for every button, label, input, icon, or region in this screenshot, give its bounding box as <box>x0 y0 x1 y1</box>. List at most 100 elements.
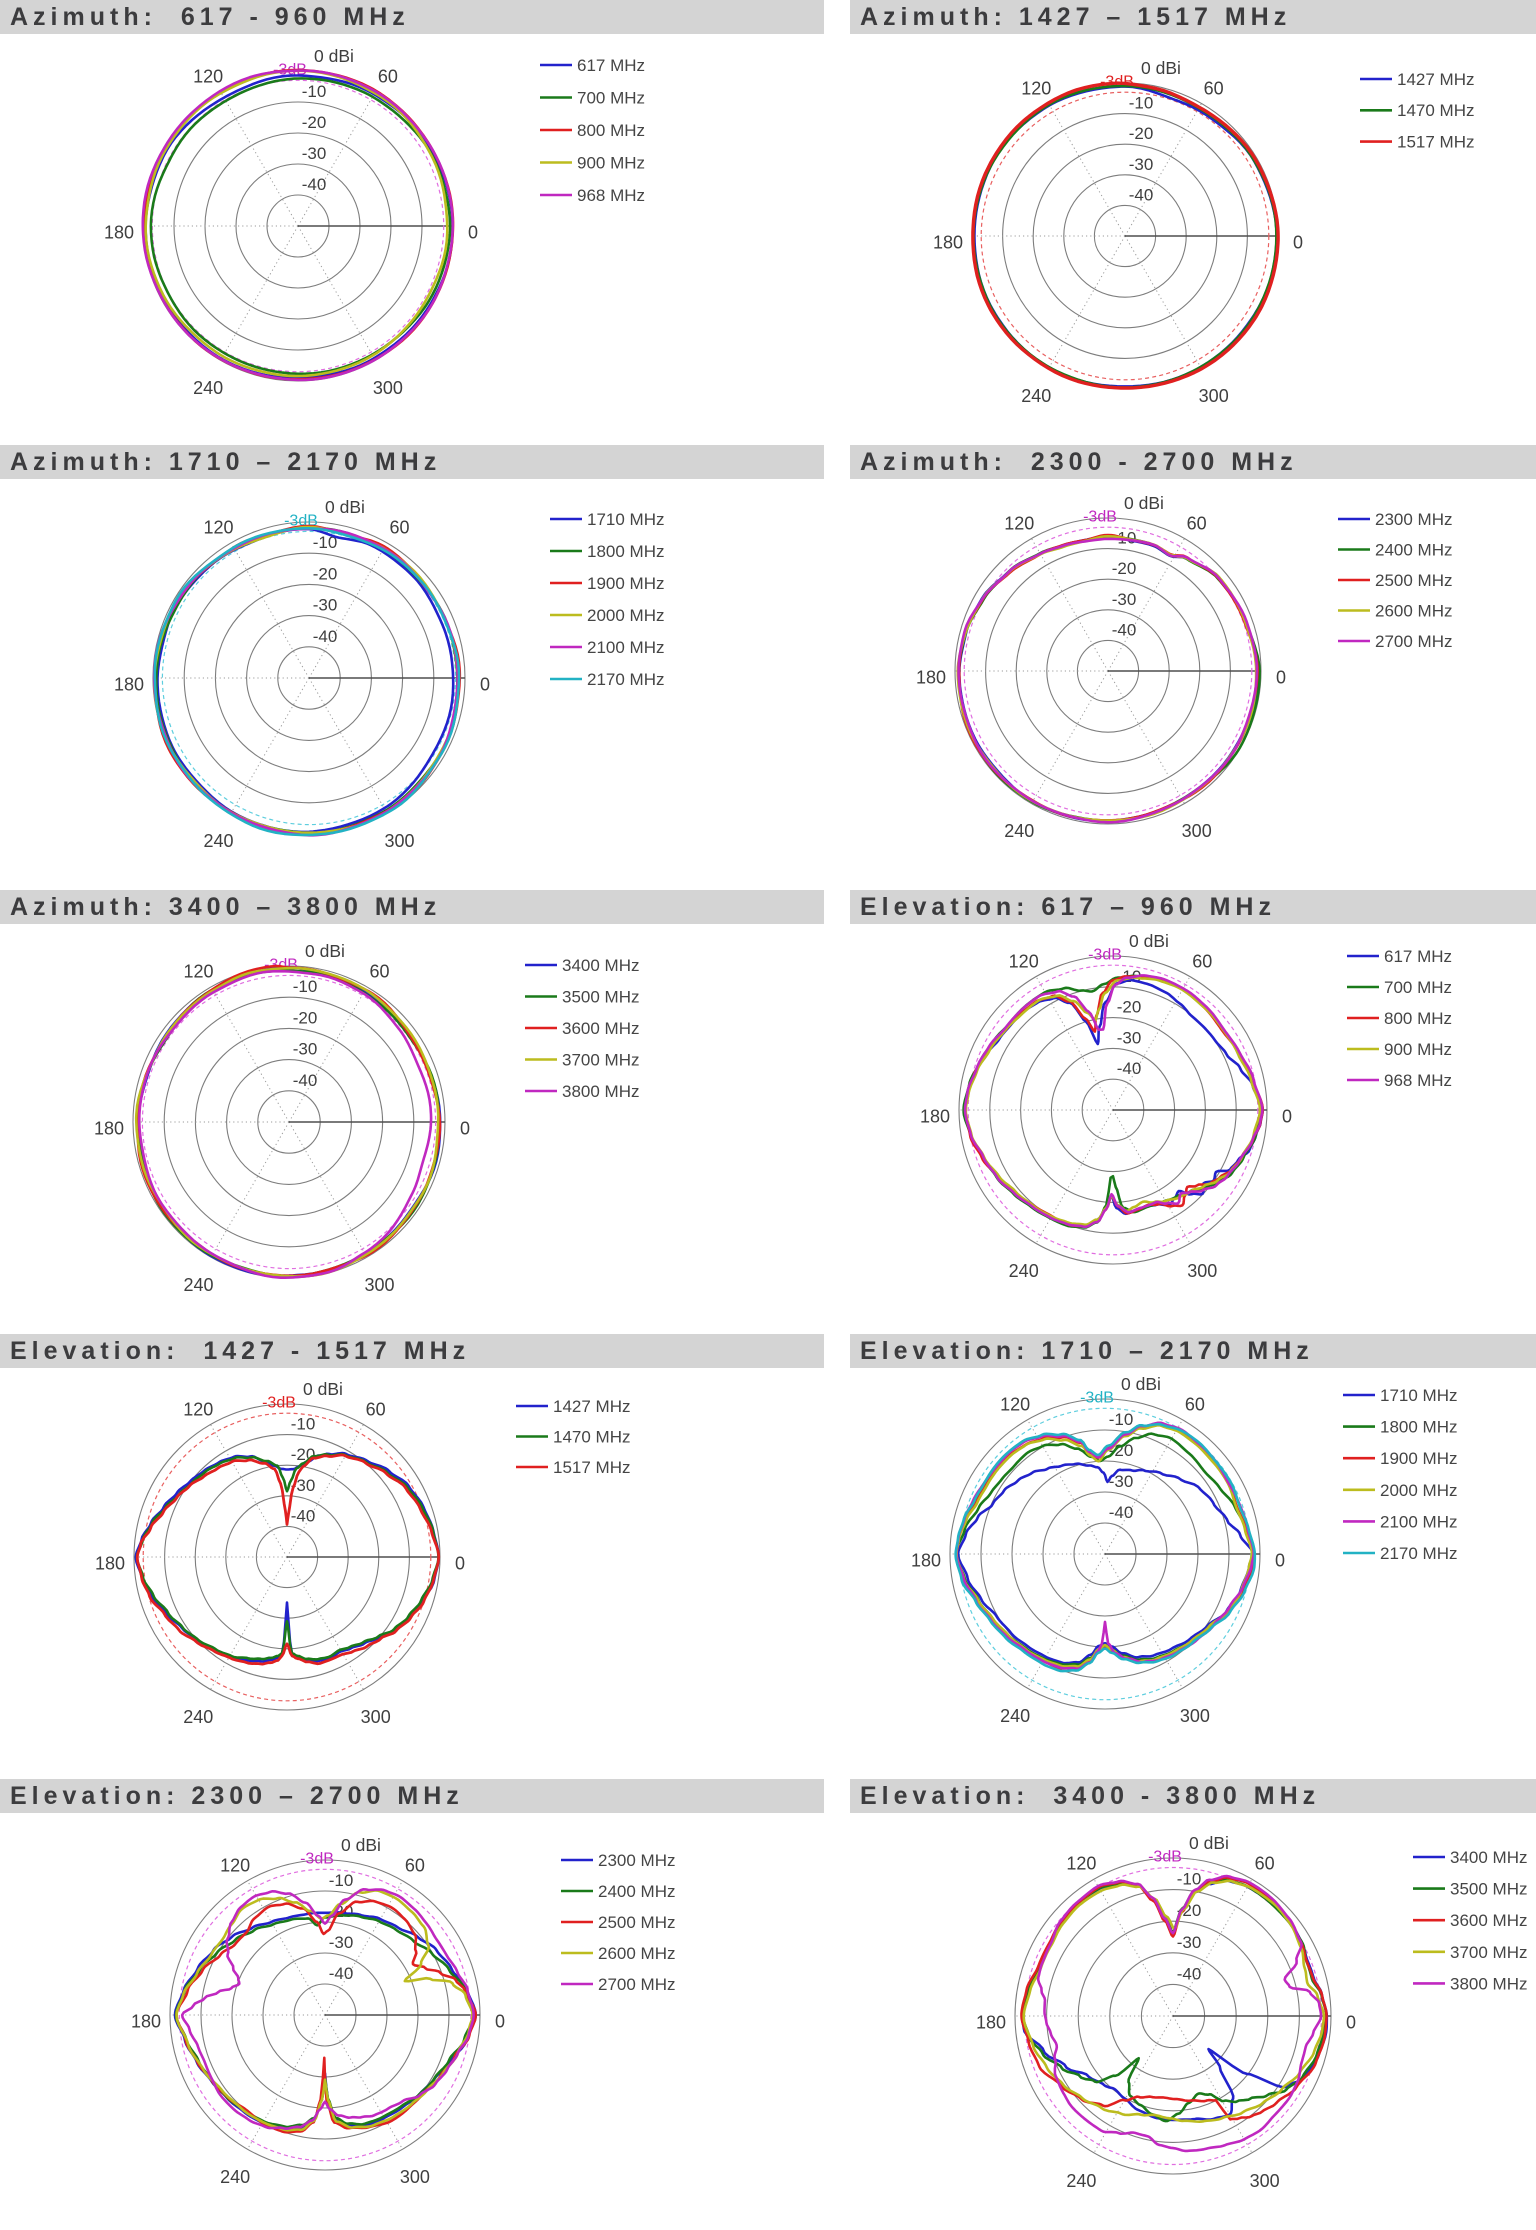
svg-text:-30: -30 <box>1109 1472 1134 1491</box>
svg-text:-10: -10 <box>329 1871 354 1890</box>
svg-text:120: 120 <box>183 1400 213 1420</box>
svg-text:-20: -20 <box>1129 124 1154 143</box>
svg-text:2170 MHz: 2170 MHz <box>1380 1544 1457 1563</box>
svg-text:120: 120 <box>1066 1854 1096 1874</box>
svg-text:2300 MHz: 2300 MHz <box>1375 510 1452 529</box>
svg-text:180: 180 <box>94 1118 124 1138</box>
svg-text:0 dBi: 0 dBi <box>341 1835 381 1855</box>
svg-text:60: 60 <box>1192 952 1212 972</box>
svg-text:1900 MHz: 1900 MHz <box>1380 1449 1457 1468</box>
svg-text:180: 180 <box>114 674 144 694</box>
svg-text:120: 120 <box>193 67 223 87</box>
svg-text:2600 MHz: 2600 MHz <box>1375 602 1452 621</box>
svg-text:3800 MHz: 3800 MHz <box>1450 1974 1527 1993</box>
svg-text:0 dBi: 0 dBi <box>1129 931 1169 951</box>
svg-text:2100 MHz: 2100 MHz <box>1380 1512 1457 1531</box>
svg-text:120: 120 <box>183 962 213 982</box>
svg-text:0 dBi: 0 dBi <box>1141 58 1181 78</box>
svg-text:-40: -40 <box>1129 185 1154 204</box>
svg-text:0: 0 <box>455 1553 465 1573</box>
svg-text:60: 60 <box>369 962 389 982</box>
svg-text:60: 60 <box>366 1400 386 1420</box>
svg-text:-20: -20 <box>302 113 327 132</box>
svg-text:617 MHz: 617 MHz <box>1384 947 1452 966</box>
svg-text:0 dBi: 0 dBi <box>1189 1833 1229 1853</box>
svg-text:-40: -40 <box>1177 1964 1202 1983</box>
svg-text:3400 MHz: 3400 MHz <box>1450 1848 1527 1867</box>
svg-text:0: 0 <box>1282 1106 1292 1126</box>
svg-text:700 MHz: 700 MHz <box>1384 978 1452 997</box>
svg-text:120: 120 <box>1009 952 1039 972</box>
svg-text:120: 120 <box>1021 79 1051 99</box>
svg-text:617 MHz: 617 MHz <box>577 56 645 75</box>
svg-text:1427 MHz: 1427 MHz <box>553 1397 630 1416</box>
svg-text:0: 0 <box>1275 1550 1285 1570</box>
svg-text:0 dBi: 0 dBi <box>1121 1374 1161 1394</box>
svg-text:0 dBi: 0 dBi <box>305 941 345 961</box>
svg-text:0: 0 <box>495 2011 505 2031</box>
svg-text:0 dBi: 0 dBi <box>1124 493 1164 513</box>
svg-text:240: 240 <box>220 2167 250 2187</box>
svg-text:968 MHz: 968 MHz <box>577 186 645 205</box>
svg-text:-20: -20 <box>1112 559 1137 578</box>
svg-text:240: 240 <box>1021 386 1051 406</box>
svg-text:1900 MHz: 1900 MHz <box>587 574 664 593</box>
svg-text:-40: -40 <box>1117 1059 1142 1078</box>
svg-text:3700 MHz: 3700 MHz <box>562 1051 639 1070</box>
svg-text:-3dB: -3dB <box>1088 947 1122 964</box>
svg-text:240: 240 <box>203 831 233 851</box>
svg-text:240: 240 <box>1000 1706 1030 1726</box>
svg-text:60: 60 <box>405 1856 425 1876</box>
svg-text:300: 300 <box>1187 1261 1217 1281</box>
svg-text:1800 MHz: 1800 MHz <box>1380 1418 1457 1437</box>
svg-text:180: 180 <box>104 222 134 242</box>
svg-text:60: 60 <box>1204 79 1224 99</box>
svg-text:300: 300 <box>1182 821 1212 841</box>
svg-text:-40: -40 <box>313 627 338 646</box>
svg-text:-3dB: -3dB <box>1148 1849 1182 1866</box>
svg-text:1517 MHz: 1517 MHz <box>553 1458 630 1477</box>
svg-text:2400 MHz: 2400 MHz <box>598 1882 675 1901</box>
svg-text:-30: -30 <box>329 1933 354 1952</box>
svg-text:-30: -30 <box>1117 1028 1142 1047</box>
svg-text:-40: -40 <box>291 1506 316 1525</box>
svg-text:60: 60 <box>1255 1854 1275 1874</box>
svg-text:-30: -30 <box>293 1040 318 1059</box>
svg-text:-3dB: -3dB <box>262 1395 296 1412</box>
svg-text:-20: -20 <box>313 564 338 583</box>
svg-text:120: 120 <box>203 518 233 538</box>
svg-text:0 dBi: 0 dBi <box>314 46 354 66</box>
svg-text:180: 180 <box>976 2012 1006 2032</box>
svg-text:300: 300 <box>400 2167 430 2187</box>
svg-text:2170 MHz: 2170 MHz <box>587 670 664 689</box>
svg-text:60: 60 <box>389 518 409 538</box>
svg-text:1710 MHz: 1710 MHz <box>1380 1386 1457 1405</box>
svg-text:60: 60 <box>1185 1395 1205 1415</box>
svg-text:-30: -30 <box>1177 1933 1202 1952</box>
svg-text:3700 MHz: 3700 MHz <box>1450 1943 1527 1962</box>
svg-text:120: 120 <box>220 1856 250 1876</box>
svg-text:1710 MHz: 1710 MHz <box>587 510 664 529</box>
svg-text:-10: -10 <box>293 977 318 996</box>
svg-text:-40: -40 <box>1109 1503 1134 1522</box>
svg-text:-10: -10 <box>1129 94 1154 113</box>
svg-text:800 MHz: 800 MHz <box>577 121 645 140</box>
svg-text:1470 MHz: 1470 MHz <box>1397 101 1474 120</box>
svg-text:180: 180 <box>95 1553 125 1573</box>
svg-text:-20: -20 <box>1117 998 1142 1017</box>
svg-text:240: 240 <box>183 1275 213 1295</box>
svg-text:0: 0 <box>468 222 478 242</box>
svg-text:-30: -30 <box>313 596 338 615</box>
svg-text:3400 MHz: 3400 MHz <box>562 956 639 975</box>
svg-text:2000 MHz: 2000 MHz <box>1380 1481 1457 1500</box>
svg-text:2100 MHz: 2100 MHz <box>587 638 664 657</box>
svg-text:-30: -30 <box>302 144 327 163</box>
svg-text:1517 MHz: 1517 MHz <box>1397 133 1474 152</box>
svg-text:0: 0 <box>1293 232 1303 252</box>
svg-text:0: 0 <box>460 1118 470 1138</box>
svg-text:3500 MHz: 3500 MHz <box>1450 1880 1527 1899</box>
svg-text:2500 MHz: 2500 MHz <box>1375 571 1452 590</box>
svg-text:-20: -20 <box>1177 1901 1202 1920</box>
svg-text:1470 MHz: 1470 MHz <box>553 1428 630 1447</box>
svg-text:0: 0 <box>1276 667 1286 687</box>
